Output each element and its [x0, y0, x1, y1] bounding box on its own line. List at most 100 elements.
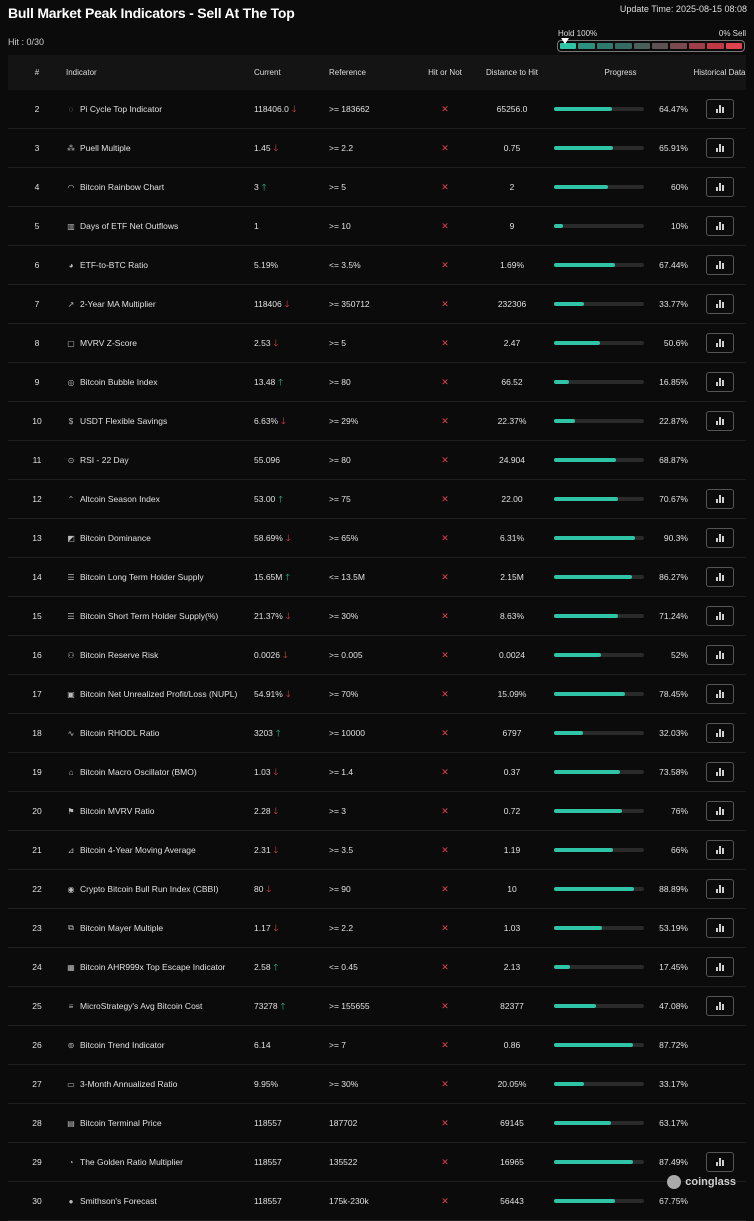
indicator-cell[interactable]: ⌃ Altcoin Season Index — [66, 494, 254, 504]
table-row[interactable]: 16 ⚇ Bitcoin Reserve Risk 0.0026 🡓 >= 0.005 ✕ 0… — [8, 636, 746, 675]
historical-data-button[interactable] — [705, 762, 734, 782]
indicator-cell[interactable]: ▭ 3-Month Annualized Ratio — [66, 1079, 254, 1089]
indicator-cell[interactable]: ● Smithson's Forecast — [66, 1196, 254, 1206]
historical-data-button[interactable] — [705, 372, 734, 392]
historical-data-button[interactable] — [705, 255, 734, 275]
indicator-cell[interactable]: ≡ MicroStrategy's Avg Bitcoin Cost — [66, 1001, 254, 1011]
indicator-name[interactable]: Bitcoin Reserve Risk — [80, 650, 159, 660]
indicator-name[interactable]: RSI - 22 Day — [80, 455, 129, 465]
indicator-cell[interactable]: ▥ Days of ETF Net Outflows — [66, 221, 254, 231]
indicator-cell[interactable]: ⚑ Bitcoin MVRV Ratio — [66, 806, 254, 816]
table-row[interactable]: 8 ▢ MVRV Z-Score 2.53 🡓 >= 5 ✕ 2.47 50.6% — [8, 324, 746, 363]
table-row[interactable]: 28 ▤ Bitcoin Terminal Price 118557 187702 ✕ 69… — [8, 1104, 746, 1143]
historical-data-button[interactable] — [705, 567, 734, 587]
indicator-cell[interactable]: ∿ Bitcoin RHODL Ratio — [66, 728, 254, 738]
historical-data-button[interactable] — [705, 1152, 734, 1172]
indicator-cell[interactable]: ⚇ Bitcoin Reserve Risk — [66, 650, 254, 660]
historical-data-button[interactable] — [705, 411, 734, 431]
indicator-name[interactable]: Smithson's Forecast — [80, 1196, 157, 1206]
indicator-name[interactable]: Puell Multiple — [80, 143, 131, 153]
indicator-name[interactable]: Bitcoin Macro Oscillator (BMO) — [80, 767, 197, 777]
indicator-cell[interactable]: ⌂ Bitcoin Macro Oscillator (BMO) — [66, 767, 254, 777]
indicator-name[interactable]: Bitcoin 4-Year Moving Average — [80, 845, 196, 855]
indicator-cell[interactable]: $ USDT Flexible Savings — [66, 416, 254, 426]
historical-data-button[interactable] — [705, 723, 734, 743]
indicator-name[interactable]: MVRV Z-Score — [80, 338, 137, 348]
indicator-cell[interactable]: ↗ 2-Year MA Multiplier — [66, 299, 254, 309]
table-row[interactable]: 30 ● Smithson's Forecast 118557 175k-230k ✕ 56… — [8, 1182, 746, 1221]
table-row[interactable]: 29 ◔ The Golden Ratio Multiplier 118557 1355… — [8, 1143, 746, 1182]
table-row[interactable]: 17 ▣ Bitcoin Net Unrealized Profit/Loss (N… — [8, 675, 746, 714]
indicator-cell[interactable]: ⁂ Puell Multiple — [66, 143, 254, 153]
table-row[interactable]: 3 ⁂ Puell Multiple 1.45 🡓 >= 2.2 ✕ 0.75 65.91% — [8, 129, 746, 168]
indicator-cell[interactable]: ◌ Pi Cycle Top Indicator — [66, 104, 254, 114]
table-row[interactable]: 22 ◉ Crypto Bitcoin Bull Run Index (CBBI) 8… — [8, 870, 746, 909]
table-row[interactable]: 9 ◎ Bitcoin Bubble Index 13.48 🡑 >= 80 ✕ 66.52 1… — [8, 363, 746, 402]
historical-data-button[interactable] — [705, 138, 734, 158]
table-row[interactable]: 13 ◩ Bitcoin Dominance 58.69% 🡓 >= 65% ✕ 6.31% 9… — [8, 519, 746, 558]
indicator-name[interactable]: MicroStrategy's Avg Bitcoin Cost — [80, 1001, 203, 1011]
indicator-name[interactable]: ETF-to-BTC Ratio — [80, 260, 149, 270]
historical-data-button[interactable] — [705, 294, 734, 314]
indicator-name[interactable]: Bitcoin Trend Indicator — [80, 1040, 165, 1050]
indicator-name[interactable]: Pi Cycle Top Indicator — [80, 104, 163, 114]
indicator-name[interactable]: 3-Month Annualized Ratio — [80, 1079, 178, 1089]
indicator-cell[interactable]: ⊙ RSI - 22 Day — [66, 455, 254, 465]
indicator-name[interactable]: Bitcoin Mayer Multiple — [80, 923, 164, 933]
indicator-cell[interactable]: ◕ ETF-to-BTC Ratio — [66, 260, 254, 270]
indicator-cell[interactable]: ☰ Bitcoin Short Term Holder Supply(%) — [66, 611, 254, 621]
indicator-cell[interactable]: ◔ The Golden Ratio Multiplier — [66, 1157, 254, 1167]
table-row[interactable]: 19 ⌂ Bitcoin Macro Oscillator (BMO) 1.03 🡓 >=… — [8, 753, 746, 792]
historical-data-button[interactable] — [705, 879, 734, 899]
indicator-name[interactable]: The Golden Ratio Multiplier — [80, 1157, 183, 1167]
historical-data-button[interactable] — [705, 645, 734, 665]
table-row[interactable]: 7 ↗ 2-Year MA Multiplier 118406 🡓 >= 350712 ✕ 2… — [8, 285, 746, 324]
table-row[interactable]: 11 ⊙ RSI - 22 Day 55.096 >= 80 ✕ 24.904 68.87% — [8, 441, 746, 480]
historical-data-button[interactable] — [705, 684, 734, 704]
indicator-name[interactable]: Bitcoin Terminal Price — [80, 1118, 162, 1128]
indicator-name[interactable]: Bitcoin Net Unrealized Profit/Loss (NUPL… — [80, 689, 238, 699]
indicator-cell[interactable]: ◎ Bitcoin Bubble Index — [66, 377, 254, 387]
table-row[interactable]: 15 ☰ Bitcoin Short Term Holder Supply(%) 21… — [8, 597, 746, 636]
historical-data-button[interactable] — [705, 99, 734, 119]
indicator-cell[interactable]: ☰ Bitcoin Long Term Holder Supply — [66, 572, 254, 582]
historical-data-button[interactable] — [705, 957, 734, 977]
historical-data-button[interactable] — [705, 840, 734, 860]
indicator-name[interactable]: Bitcoin MVRV Ratio — [80, 806, 155, 816]
indicator-cell[interactable]: ▣ Bitcoin Net Unrealized Profit/Loss (NUP… — [66, 689, 254, 699]
table-row[interactable]: 27 ▭ 3-Month Annualized Ratio 9.95% >= 30% ✕ 2… — [8, 1065, 746, 1104]
indicator-name[interactable]: USDT Flexible Savings — [80, 416, 168, 426]
table-row[interactable]: 4 ◠ Bitcoin Rainbow Chart 3 🡑 >= 5 ✕ 2 60% — [8, 168, 746, 207]
indicator-cell[interactable]: ▤ Bitcoin Terminal Price — [66, 1118, 254, 1128]
table-row[interactable]: 5 ▥ Days of ETF Net Outflows 1 >= 10 ✕ 9 10% — [8, 207, 746, 246]
table-row[interactable]: 20 ⚑ Bitcoin MVRV Ratio 2.28 🡓 >= 3 ✕ 0.72 76% — [8, 792, 746, 831]
table-row[interactable]: 25 ≡ MicroStrategy's Avg Bitcoin Cost 73278… — [8, 987, 746, 1026]
table-row[interactable]: 14 ☰ Bitcoin Long Term Holder Supply 15.65M… — [8, 558, 746, 597]
table-row[interactable]: 12 ⌃ Altcoin Season Index 53.00 🡑 >= 75 ✕ 22.00… — [8, 480, 746, 519]
historical-data-button[interactable] — [705, 333, 734, 353]
historical-data-button[interactable] — [705, 489, 734, 509]
table-row[interactable]: 6 ◕ ETF-to-BTC Ratio 5.19% <= 3.5% ✕ 1.69% 67.4… — [8, 246, 746, 285]
indicator-cell[interactable]: ◩ Bitcoin Dominance — [66, 533, 254, 543]
table-row[interactable]: 26 ⊚ Bitcoin Trend Indicator 6.14 >= 7 ✕ 0.86 8… — [8, 1026, 746, 1065]
table-row[interactable]: 23 ⧉ Bitcoin Mayer Multiple 1.17 🡓 >= 2.2 ✕ 1.0… — [8, 909, 746, 948]
indicator-name[interactable]: Bitcoin Long Term Holder Supply — [80, 572, 204, 582]
indicator-cell[interactable]: ▦ Bitcoin AHR999x Top Escape Indicator — [66, 962, 254, 972]
table-row[interactable]: 2 ◌ Pi Cycle Top Indicator 118406.0 🡓 >= 1836… — [8, 90, 746, 129]
indicator-cell[interactable]: ⧉ Bitcoin Mayer Multiple — [66, 923, 254, 933]
table-row[interactable]: 18 ∿ Bitcoin RHODL Ratio 3203 🡑 >= 10000 ✕ 6797… — [8, 714, 746, 753]
indicator-name[interactable]: 2-Year MA Multiplier — [80, 299, 156, 309]
historical-data-button[interactable] — [705, 918, 734, 938]
indicator-name[interactable]: Bitcoin Dominance — [80, 533, 151, 543]
indicator-name[interactable]: Altcoin Season Index — [80, 494, 160, 504]
indicator-name[interactable]: Bitcoin Rainbow Chart — [80, 182, 165, 192]
indicator-cell[interactable]: ◠ Bitcoin Rainbow Chart — [66, 182, 254, 192]
indicator-name[interactable]: Days of ETF Net Outflows — [80, 221, 179, 231]
indicator-name[interactable]: Bitcoin RHODL Ratio — [80, 728, 160, 738]
indicator-cell[interactable]: ◉ Crypto Bitcoin Bull Run Index (CBBI) — [66, 884, 254, 894]
indicator-name[interactable]: Crypto Bitcoin Bull Run Index (CBBI) — [80, 884, 219, 894]
indicator-cell[interactable]: ⊚ Bitcoin Trend Indicator — [66, 1040, 254, 1050]
historical-data-button[interactable] — [705, 996, 734, 1016]
table-row[interactable]: 24 ▦ Bitcoin AHR999x Top Escape Indicator 2… — [8, 948, 746, 987]
historical-data-button[interactable] — [705, 216, 734, 236]
